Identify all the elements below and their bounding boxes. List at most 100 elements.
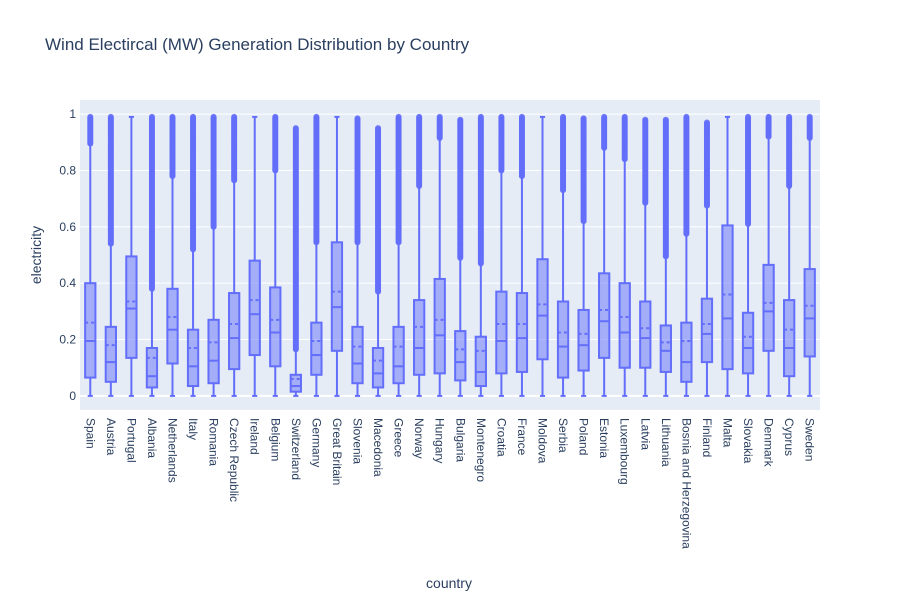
box-macedonia[interactable]: [371, 125, 385, 397]
iqr-box: [433, 277, 446, 375]
box-spain[interactable]: [84, 113, 97, 397]
y-tick-label: 1: [69, 107, 76, 121]
box-slovakia[interactable]: [741, 113, 755, 397]
x-tick-label: Slovakia: [741, 418, 755, 464]
x-axis-ticks: Spain Austria Portugal Albania Netherlands It…: [83, 418, 816, 549]
iqr-box: [186, 328, 200, 388]
x-tick-label: Great Britain: [330, 418, 344, 485]
box-italy[interactable]: [186, 113, 200, 397]
iqr-box: [289, 373, 302, 393]
x-tick-label: Portugal: [124, 418, 138, 463]
box-sweden[interactable]: [803, 113, 816, 397]
box-germany[interactable]: [310, 113, 323, 397]
x-tick-label: Poland: [577, 418, 591, 455]
box-hungary[interactable]: [433, 113, 446, 397]
outlier-points: [375, 125, 382, 295]
box-greece[interactable]: [392, 113, 405, 397]
iqr-box: [556, 300, 570, 379]
box-ireland[interactable]: [248, 115, 261, 397]
outlier-points: [354, 115, 361, 246]
x-tick-label: Serbia: [556, 418, 570, 453]
gridlines: [80, 113, 820, 397]
box-serbia[interactable]: [556, 113, 570, 397]
box-moldova[interactable]: [536, 115, 549, 397]
box-norway[interactable]: [413, 113, 426, 397]
x-tick-label: Montenegro: [474, 418, 488, 482]
outlier-points: [601, 113, 608, 151]
iqr-box: [721, 224, 734, 371]
x-tick-label: Bosnia and Herzegovina: [679, 418, 693, 549]
iqr-box: [762, 263, 775, 352]
box-albania[interactable]: [145, 113, 159, 397]
iqr-box: [166, 287, 179, 365]
iqr-box: [330, 241, 344, 352]
iqr-box: [310, 321, 323, 376]
x-tick-label: Romania: [207, 418, 221, 466]
iqr-box: [515, 292, 529, 373]
box-portugal[interactable]: [125, 115, 138, 397]
box-montenegro[interactable]: [474, 113, 487, 397]
box-cyprus[interactable]: [783, 113, 796, 397]
box-bulgaria[interactable]: [454, 116, 467, 397]
iqr-box: [659, 324, 672, 373]
iqr-box: [228, 292, 241, 371]
outlier-points: [703, 119, 710, 209]
box-denmark[interactable]: [762, 113, 775, 397]
x-tick-label: Albania: [145, 418, 159, 458]
iqr-box: [269, 286, 282, 368]
x-tick-label: Netherlands: [166, 418, 180, 483]
box-estonia[interactable]: [598, 113, 611, 397]
iqr-box: [351, 325, 364, 385]
outlier-points: [169, 113, 176, 180]
x-tick-label: Latvia: [638, 418, 652, 450]
box-luxembourg[interactable]: [618, 113, 631, 397]
chart-title: Wind Electircal (MW) Generation Distribu…: [45, 35, 470, 54]
box-bosnia-and-herzegovina[interactable]: [680, 113, 693, 397]
box-croatia[interactable]: [495, 113, 508, 397]
outlier-points: [662, 116, 669, 260]
iqr-box: [598, 272, 611, 359]
outlier-points: [313, 113, 320, 246]
box-switzerland[interactable]: [289, 125, 302, 397]
x-tick-label: Slovenia: [351, 418, 365, 464]
box-netherlands[interactable]: [166, 113, 179, 397]
iqr-box: [783, 299, 796, 378]
outlier-points: [107, 113, 114, 247]
iqr-box: [413, 299, 426, 376]
iqr-box: [803, 268, 816, 358]
box-lithuania[interactable]: [659, 116, 672, 397]
outlier-points: [642, 116, 649, 206]
box-belgium[interactable]: [269, 113, 282, 397]
box-latvia[interactable]: [639, 116, 652, 397]
x-tick-label: Germany: [309, 418, 323, 467]
x-tick-label: Norway: [412, 418, 426, 459]
x-tick-label: Spain: [83, 418, 97, 449]
box-malta[interactable]: [721, 115, 734, 397]
outlier-points: [395, 113, 402, 246]
outlier-points: [498, 113, 505, 174]
x-tick-label: Denmark: [762, 418, 776, 468]
box-poland[interactable]: [577, 115, 590, 397]
y-axis-ticks: 0 0.2 0.4 0.6 0.8 1: [59, 107, 76, 403]
iqr-box: [680, 321, 693, 383]
x-tick-label: Ireland: [248, 418, 262, 455]
iqr-box: [125, 255, 138, 359]
x-tick-label: Hungary: [433, 418, 447, 463]
outlier-points: [210, 113, 217, 230]
outlier-points: [231, 113, 238, 184]
iqr-box: [741, 311, 755, 375]
x-tick-label: Czech Republic: [227, 418, 241, 502]
iqr-box: [495, 290, 508, 375]
box-finland[interactable]: [700, 119, 714, 397]
box-czech-republic[interactable]: [228, 113, 241, 397]
box-romania[interactable]: [207, 113, 220, 397]
iqr-box: [371, 347, 385, 389]
box-austria[interactable]: [104, 113, 117, 397]
iqr-box: [536, 258, 549, 361]
box-great-britain[interactable]: [330, 115, 344, 397]
box-slovenia[interactable]: [351, 115, 364, 397]
iqr-box: [700, 297, 714, 364]
x-tick-label: Italy: [186, 418, 200, 440]
box-france[interactable]: [515, 113, 529, 397]
